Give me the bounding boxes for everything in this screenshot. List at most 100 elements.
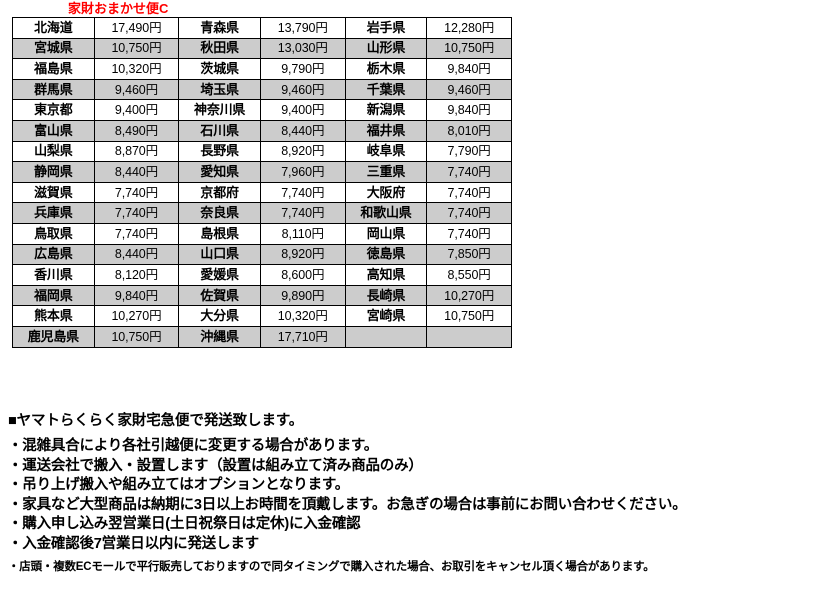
- price-cell: 10,320円: [259, 305, 346, 327]
- prefecture-cell: 富山県: [12, 119, 95, 142]
- prefecture-cell: 福井県: [344, 119, 428, 142]
- price-cell: [426, 325, 512, 348]
- notes-fine-print: ・店頭・複数ECモールで平行販売しておりますので同タイミングで購入された場合、お…: [8, 561, 655, 573]
- price-cell: 8,440円: [93, 243, 180, 266]
- table-row: 香川県 8,120円 愛媛県 8,600円 高知県 8,550円: [12, 264, 512, 286]
- price-cell: 10,270円: [426, 284, 512, 307]
- price-cell: 10,750円: [93, 37, 180, 60]
- prefecture-cell: 島根県: [178, 222, 261, 245]
- prefecture-cell: 千葉県: [344, 78, 428, 101]
- price-cell: 8,010円: [426, 119, 512, 142]
- prefecture-cell: 滋賀県: [12, 181, 95, 204]
- prefecture-cell: 京都府: [178, 181, 261, 204]
- prefecture-cell: 岐阜県: [344, 140, 428, 163]
- price-cell: 7,740円: [93, 222, 180, 245]
- table-row: 東京都 9,400円 神奈川県 9,400円 新潟県 9,840円: [12, 99, 512, 121]
- prefecture-cell: 和歌山県: [344, 202, 428, 224]
- table-row: 山梨県 8,870円 長野県 8,920円 岐阜県 7,790円: [12, 140, 512, 163]
- price-cell: 8,600円: [259, 264, 346, 286]
- prefecture-cell: 茨城県: [178, 58, 261, 80]
- price-cell: 8,490円: [93, 119, 180, 142]
- prefecture-cell: 三重県: [344, 161, 428, 183]
- notes-line: ・家具など大型商品は納期に3日以上お時間を頂戴します。お急ぎの場合は事前にお問い…: [8, 496, 687, 513]
- price-cell: 10,270円: [93, 305, 180, 327]
- price-cell: 7,740円: [426, 222, 512, 245]
- price-cell: 7,740円: [259, 202, 346, 224]
- prefecture-cell: 愛知県: [178, 161, 261, 183]
- prefecture-cell: 宮城県: [12, 37, 95, 60]
- price-cell: 9,460円: [259, 78, 346, 101]
- price-cell: 8,120円: [93, 264, 180, 286]
- prefecture-cell: 静岡県: [12, 161, 95, 183]
- prefecture-cell: 埼玉県: [178, 78, 261, 101]
- notes-line: ・入金確認後7営業日以内に発送します: [8, 535, 259, 552]
- prefecture-cell: 徳島県: [344, 243, 428, 266]
- prefecture-cell: 青森県: [178, 17, 261, 39]
- price-cell: 17,490円: [93, 17, 180, 39]
- prefecture-cell: 神奈川県: [178, 99, 261, 121]
- prefecture-cell: 広島県: [12, 243, 95, 266]
- prefecture-cell: 群馬県: [12, 78, 95, 101]
- prefecture-cell: 熊本県: [12, 305, 95, 327]
- prefecture-cell: 香川県: [12, 264, 95, 286]
- price-cell: 7,960円: [259, 161, 346, 183]
- price-cell: 7,740円: [426, 202, 512, 224]
- price-cell: 7,740円: [93, 181, 180, 204]
- price-cell: 8,110円: [259, 222, 346, 245]
- prefecture-cell: 愛媛県: [178, 264, 261, 286]
- price-cell: 9,400円: [259, 99, 346, 121]
- table-row: 熊本県 10,270円 大分県 10,320円 宮崎県 10,750円: [12, 305, 512, 327]
- prefecture-cell: 兵庫県: [12, 202, 95, 224]
- price-cell: 7,740円: [426, 161, 512, 183]
- prefecture-cell: 岡山県: [344, 222, 428, 245]
- prefecture-cell: 鹿児島県: [12, 325, 95, 348]
- prefecture-cell: [344, 325, 428, 348]
- page-title: 家財おまかせ便C: [68, 1, 169, 16]
- table-row: 宮城県 10,750円 秋田県 13,030円 山形県 10,750円: [12, 37, 512, 60]
- prefecture-cell: 大阪府: [344, 181, 428, 204]
- shipping-notes: ■ヤマトらくらく家財宅急便で発送致します。 ・混雑具合により各社引越便に変更する…: [8, 410, 818, 577]
- table-row: 福岡県 9,840円 佐賀県 9,890円 長崎県 10,270円: [12, 284, 512, 307]
- prefecture-cell: 山口県: [178, 243, 261, 266]
- price-cell: 10,750円: [426, 305, 512, 327]
- prefecture-cell: 沖縄県: [178, 325, 261, 348]
- table-row: 富山県 8,490円 石川県 8,440円 福井県 8,010円: [12, 119, 512, 142]
- price-cell: 12,280円: [426, 17, 512, 39]
- price-cell: 9,840円: [426, 58, 512, 80]
- price-table-body: 北海道 17,490円 青森県 13,790円 岩手県 12,280円 宮城県 10,750円…: [12, 17, 512, 348]
- price-cell: 9,460円: [426, 78, 512, 101]
- prefecture-cell: 長野県: [178, 140, 261, 163]
- price-cell: 9,400円: [93, 99, 180, 121]
- prefecture-cell: 新潟県: [344, 99, 428, 121]
- prefecture-cell: 山梨県: [12, 140, 95, 163]
- table-row: 広島県 8,440円 山口県 8,920円 徳島県 7,850円: [12, 243, 512, 266]
- price-cell: 7,850円: [426, 243, 512, 266]
- price-cell: 7,790円: [426, 140, 512, 163]
- prefecture-cell: 山形県: [344, 37, 428, 60]
- price-cell: 9,840円: [426, 99, 512, 121]
- prefecture-cell: 奈良県: [178, 202, 261, 224]
- notes-line: ・吊り上げ搬入や組み立てはオプションとなります。: [8, 477, 350, 493]
- price-cell: 8,920円: [259, 243, 346, 266]
- table-row: 北海道 17,490円 青森県 13,790円 岩手県 12,280円: [12, 17, 512, 39]
- price-cell: 17,710円: [259, 325, 346, 348]
- prefecture-cell: 福島県: [12, 58, 95, 80]
- price-cell: 10,750円: [426, 37, 512, 60]
- price-cell: 13,030円: [259, 37, 346, 60]
- shipping-price-table: 北海道 17,490円 青森県 13,790円 岩手県 12,280円 宮城県 10,750円…: [12, 17, 512, 348]
- price-cell: 9,840円: [93, 284, 180, 307]
- price-cell: 8,550円: [426, 264, 512, 286]
- price-cell: 8,870円: [93, 140, 180, 163]
- prefecture-cell: 秋田県: [178, 37, 261, 60]
- price-cell: 9,890円: [259, 284, 346, 307]
- price-cell: 10,750円: [93, 325, 180, 348]
- prefecture-cell: 佐賀県: [178, 284, 261, 307]
- prefecture-cell: 高知県: [344, 264, 428, 286]
- table-row: 兵庫県 7,740円 奈良県 7,740円 和歌山県 7,740円: [12, 202, 512, 224]
- table-row: 鳥取県 7,740円 島根県 8,110円 岡山県 7,740円: [12, 222, 512, 245]
- prefecture-cell: 長崎県: [344, 284, 428, 307]
- price-cell: 10,320円: [93, 58, 180, 80]
- price-cell: 8,920円: [259, 140, 346, 163]
- notes-line: ・混雑具合により各社引越便に変更する場合があります。: [8, 438, 379, 454]
- price-cell: 8,440円: [259, 119, 346, 142]
